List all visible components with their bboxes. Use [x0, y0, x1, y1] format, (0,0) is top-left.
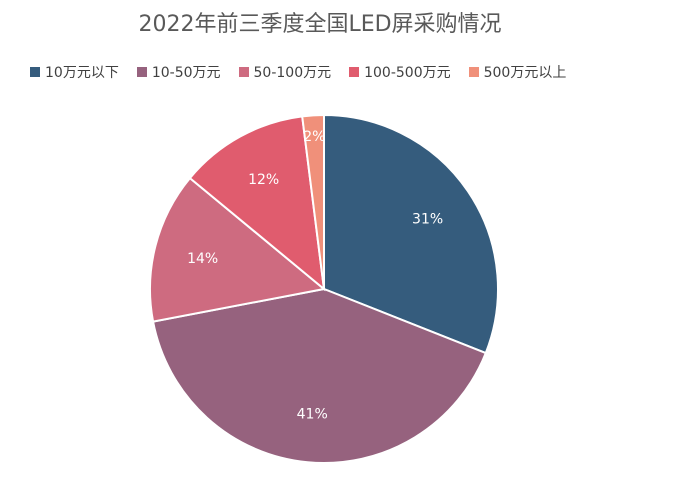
legend-item: 10-50万元	[136, 62, 221, 82]
legend-label: 10-50万元	[151, 65, 221, 81]
pie-slice	[323, 113, 499, 355]
legend-swatch	[238, 67, 249, 77]
slice-data-label: 31%	[412, 212, 443, 228]
legend-item: 50-100万元	[238, 62, 332, 82]
legend-swatch	[30, 67, 40, 77]
legend-item: 100-500万元	[349, 62, 451, 82]
pie-slice	[188, 115, 326, 292]
legend-label: 500万元以上	[483, 65, 567, 81]
legend-swatch	[136, 67, 147, 77]
legend-label: 50-100万元	[253, 65, 332, 81]
pie-slice	[149, 176, 327, 323]
legend-label: 100-500万元	[364, 65, 451, 81]
pie-slice	[301, 113, 325, 290]
legend-swatch	[468, 67, 479, 77]
legend-swatch	[349, 67, 360, 77]
chart-title: 2022年前三季度全国LED屏采购情况	[138, 12, 502, 37]
slice-data-label: 2%	[303, 129, 325, 145]
slice-data-label: 12%	[248, 172, 279, 188]
slice-data-label: 14%	[187, 251, 218, 267]
legend-item: 10万元以下	[30, 62, 119, 82]
pie-slice	[151, 287, 488, 464]
legend-item: 500万元以上	[468, 62, 567, 82]
legend: 10万元以下 10-50万元 50-100万元 100-500万元 500万元以…	[30, 62, 566, 82]
slice-data-label: 41%	[297, 407, 328, 423]
legend-label: 10万元以下	[45, 65, 119, 81]
